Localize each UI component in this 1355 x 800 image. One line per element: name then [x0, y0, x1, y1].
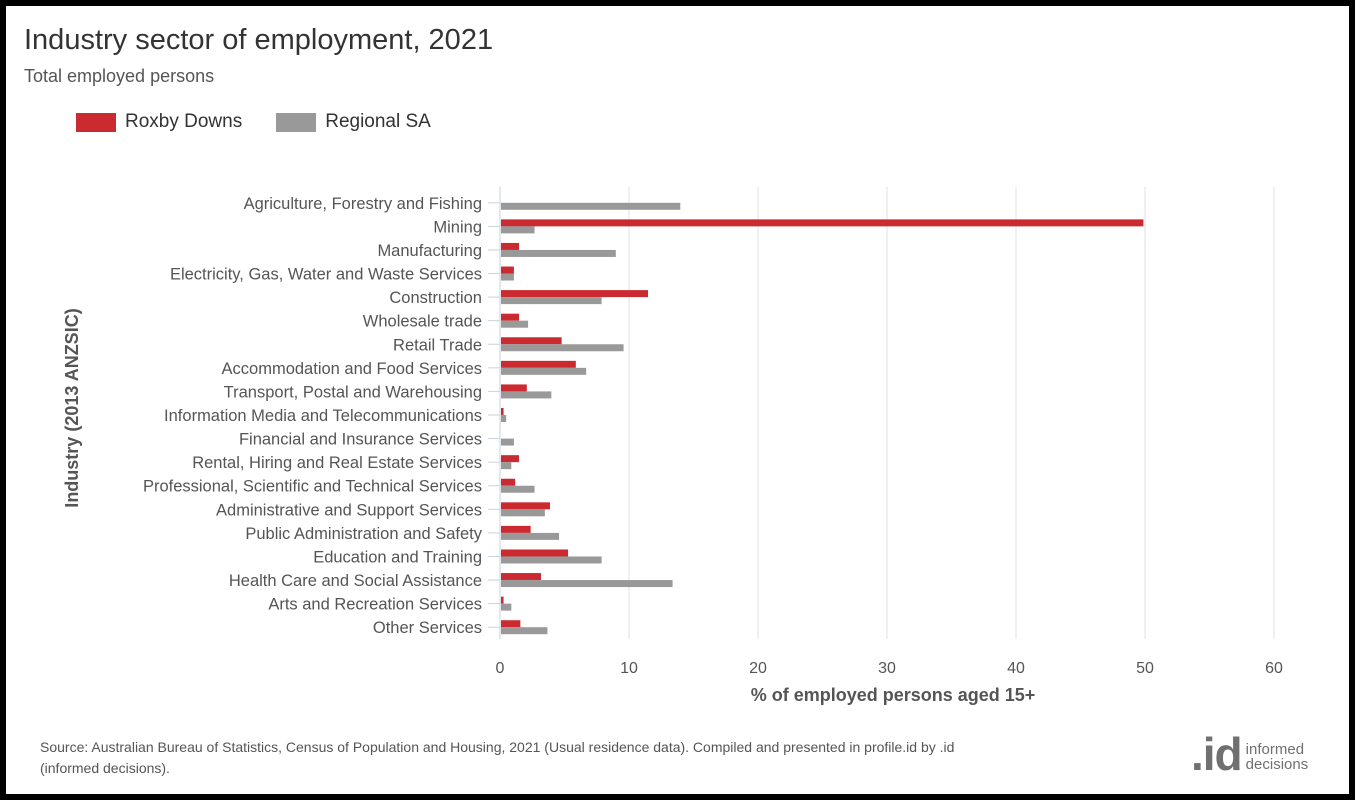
category-label: Financial and Insurance Services [239, 431, 482, 449]
bar-regional-sa[interactable] [501, 532, 560, 540]
bar-regional-sa[interactable] [501, 438, 514, 446]
bar-regional-sa[interactable] [501, 226, 535, 234]
bar-regional-sa[interactable] [501, 320, 529, 328]
category-label: Administrative and Support Services [216, 501, 482, 519]
bar-roxby-downs[interactable] [501, 525, 531, 533]
category-label: Retail Trade [393, 336, 482, 354]
logo-mark: .id [1191, 728, 1243, 780]
legend: Roxby Downs Regional SA [76, 111, 465, 133]
bar-roxby-downs[interactable] [501, 360, 576, 368]
logo-tagline: informed decisions [1246, 742, 1309, 772]
category-label: Construction [389, 289, 482, 307]
logo-tagline-line2: decisions [1245, 756, 1309, 773]
bar-regional-sa[interactable] [501, 627, 548, 635]
source-note: Source: Australian Bureau of Statistics,… [40, 739, 955, 776]
bar-regional-sa[interactable] [501, 485, 535, 493]
x-tick-label: 50 [1136, 660, 1154, 677]
category-label: Manufacturing [377, 242, 482, 260]
bar-regional-sa[interactable] [501, 202, 681, 210]
bar-roxby-downs[interactable] [501, 219, 1144, 227]
category-label: Health Care and Social Assistance [229, 572, 482, 590]
bar-regional-sa[interactable] [501, 603, 512, 611]
x-tick-label: 60 [1265, 660, 1283, 677]
bar-regional-sa[interactable] [501, 415, 507, 422]
bar-regional-sa[interactable] [501, 509, 545, 517]
legend-label-regional-sa: Regional SA [325, 111, 431, 132]
y-axis-title: Industry (2013 ANZSIC) [62, 308, 82, 507]
category-label: Rental, Hiring and Real Estate Services [192, 454, 482, 472]
bar-regional-sa[interactable] [501, 344, 624, 352]
logo-tagline-line1: informed [1245, 741, 1305, 758]
bar-roxby-downs[interactable] [501, 549, 569, 557]
category-label: Professional, Scientific and Technical S… [143, 478, 482, 496]
category-label: Wholesale trade [363, 313, 482, 331]
x-axis-title: % of employed persons aged 15+ [751, 685, 1036, 705]
category-label: Accommodation and Food Services [222, 360, 482, 378]
legend-label-roxby-downs: Roxby Downs [125, 111, 243, 132]
x-tick-label: 20 [749, 660, 767, 677]
category-label: Mining [433, 218, 482, 236]
x-tick-label: 10 [620, 660, 638, 677]
bar-regional-sa[interactable] [501, 249, 616, 257]
bar-chart: Agriculture, Forestry and Fishing Mining M… [62, 187, 1283, 705]
grid-lines [628, 187, 1275, 639]
category-label: Education and Training [313, 548, 482, 566]
bar-roxby-downs[interactable] [501, 408, 504, 415]
bar-roxby-downs[interactable] [501, 573, 541, 581]
bar-roxby-downs[interactable] [501, 596, 504, 604]
chart-frame: Industry sector of employment, 2021 Tota… [6, 6, 1349, 794]
x-tick-label: 40 [1007, 660, 1025, 677]
category-label: Arts and Recreation Services [268, 596, 482, 614]
bar-roxby-downs[interactable] [501, 290, 649, 298]
x-tick-labels: 0 10 20 30 40 50 60 [496, 660, 1283, 677]
category-label: Electricity, Gas, Water and Waste Servic… [170, 266, 482, 284]
x-tick-label: 30 [878, 660, 896, 677]
bars [501, 202, 1144, 635]
bar-regional-sa[interactable] [501, 297, 602, 305]
legend-item-roxby-downs[interactable]: Roxby Downs [76, 111, 242, 133]
bar-roxby-downs[interactable] [501, 455, 520, 463]
bar-regional-sa[interactable] [501, 556, 602, 564]
bar-roxby-downs[interactable] [501, 337, 562, 345]
category-labels: Agriculture, Forestry and Fishing Mining M… [143, 195, 483, 637]
category-label: Information Media and Telecommunications [164, 407, 482, 425]
bar-regional-sa[interactable] [501, 391, 552, 399]
bar-roxby-downs[interactable] [501, 478, 516, 486]
bar-regional-sa[interactable] [501, 580, 673, 588]
id-logo: .id informed decisions [1191, 728, 1309, 780]
category-label: Public Administration and Safety [245, 525, 482, 543]
legend-swatch-roxby-downs [76, 112, 116, 132]
bar-roxby-downs[interactable] [501, 242, 520, 250]
bar-roxby-downs[interactable] [501, 313, 520, 321]
category-label: Other Services [373, 619, 482, 637]
bar-regional-sa[interactable] [501, 462, 512, 470]
bar-roxby-downs[interactable] [501, 620, 521, 628]
category-label: Transport, Postal and Warehousing [224, 383, 482, 401]
bar-regional-sa[interactable] [501, 367, 587, 375]
x-tick-label: 0 [496, 660, 505, 677]
legend-item-regional-sa[interactable]: Regional SA [276, 111, 431, 133]
axes [488, 187, 501, 639]
chart-title: Industry sector of employment, 2021 [24, 24, 494, 56]
chart-subtitle: Total employed persons [24, 66, 215, 86]
bar-regional-sa[interactable] [501, 273, 514, 281]
legend-swatch-regional-sa [276, 112, 317, 132]
bar-roxby-downs[interactable] [501, 502, 551, 510]
bar-roxby-downs[interactable] [501, 384, 527, 392]
bar-roxby-downs[interactable] [501, 266, 514, 274]
category-label: Agriculture, Forestry and Fishing [244, 195, 482, 213]
